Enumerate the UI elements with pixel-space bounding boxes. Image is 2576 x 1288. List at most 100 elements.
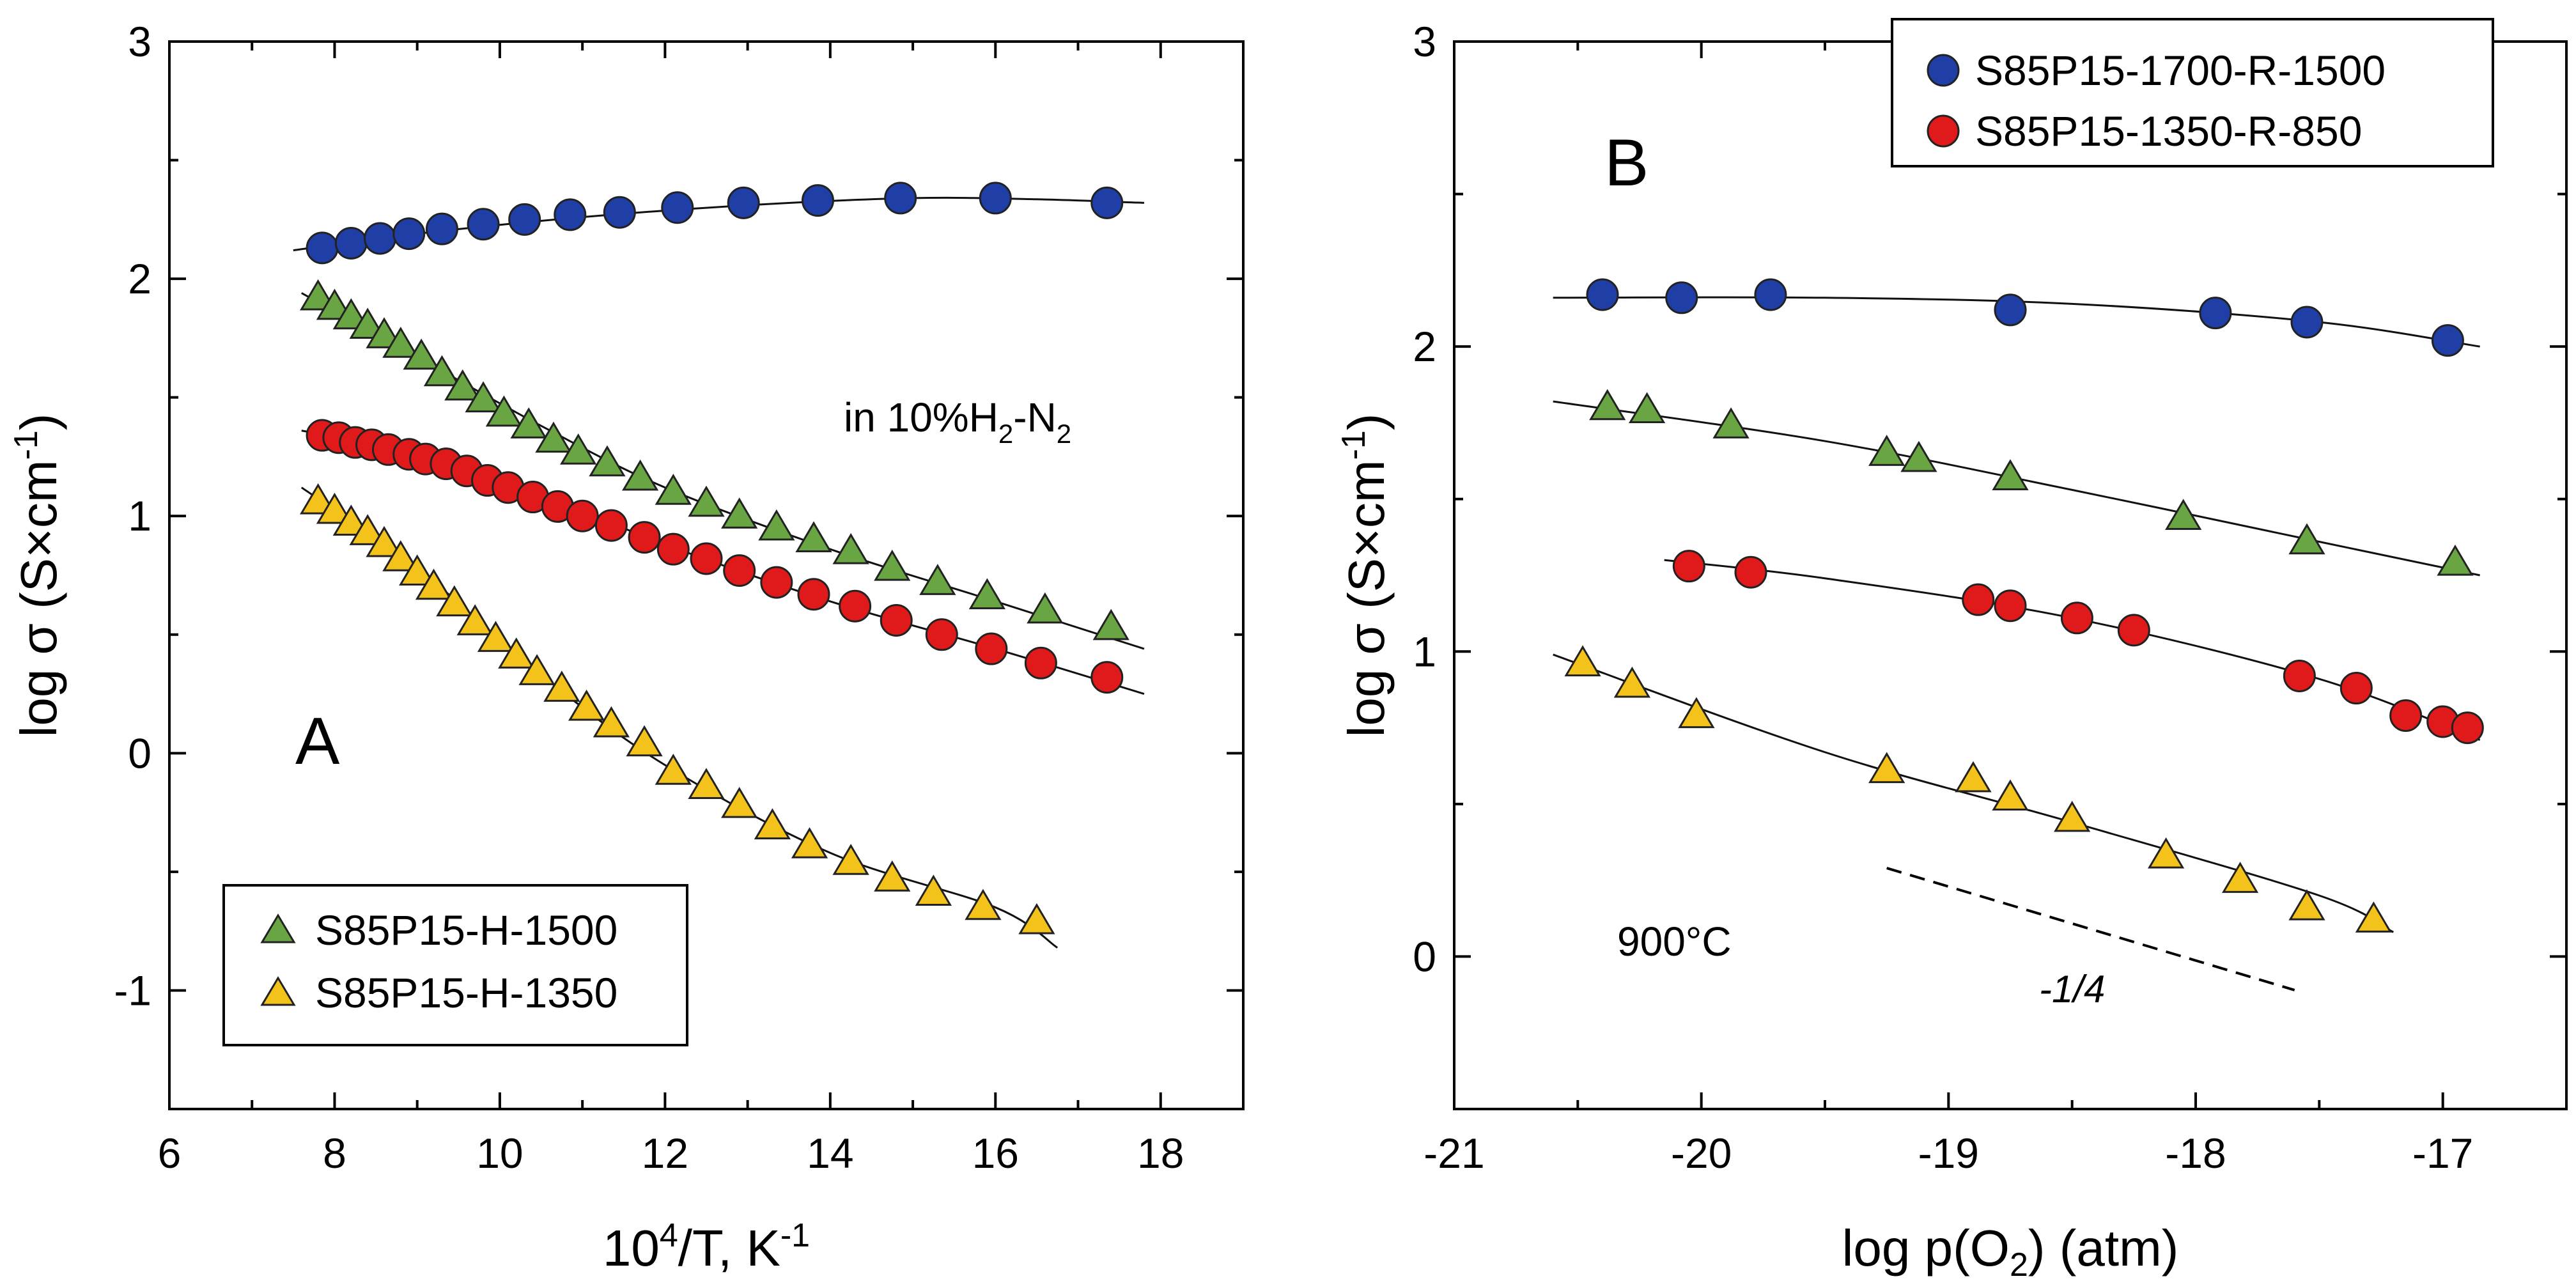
data-point-s85p15-h-1350: [436, 585, 473, 617]
panel-b-temperature-annotation: 900°C: [1617, 919, 1732, 965]
data-point-s85p15-h-1500: [316, 288, 353, 320]
data-point-s85p15-h-1500: [589, 445, 626, 477]
panel-b-legend-box: [1891, 18, 2494, 167]
x-tick-label: -18: [2165, 1129, 2226, 1177]
data-point-s85p15-h-1500: [332, 298, 369, 330]
data-point-s85p15-h-1350: [349, 514, 386, 545]
y-tick-label: 2: [128, 255, 151, 302]
data-point-s85p15-h-1500: [510, 407, 547, 438]
data-point-s85p15-h-1350: [832, 844, 869, 875]
data-point-s85p15-h-1500: [366, 317, 403, 348]
data-point-s85p15-h-1350: [543, 671, 580, 702]
data-point-s85p15-h-1350: [754, 808, 791, 840]
data-point-s85p15-h-1500: [758, 509, 795, 541]
data-point-s85p15-h-1350: [316, 492, 353, 524]
data-point-s85p15-h-1350: [299, 483, 337, 515]
data-point-s85p15-h-1500: [299, 279, 337, 311]
data-point-s85p15-h-1350: [2147, 837, 2185, 869]
data-point-s85p15-h-1350: [593, 706, 630, 738]
panel-a-legend-box: [222, 884, 688, 1046]
data-point-s85p15-h-1350: [382, 540, 419, 571]
data-point-s85p15-h-1350: [2054, 800, 2091, 832]
data-point-s85p15-h-1500: [919, 564, 956, 595]
data-point-s85p15-h-1350: [568, 689, 605, 721]
y-tick-label: 3: [1413, 18, 1436, 65]
x-tick-label: 6: [158, 1129, 182, 1177]
data-point-s85p15-h-1500: [721, 497, 758, 529]
data-point-s85p15-h-1500: [2165, 499, 2202, 531]
panel-a-x-axis-title: 104/T, K-1: [603, 1217, 810, 1276]
data-point-s85p15-1700-r-1500: [334, 226, 368, 260]
y-tick-label: 0: [1413, 933, 1436, 980]
panel-b-slope-reference-line: [1886, 867, 2295, 991]
data-point-s85p15-1350-r-850: [797, 578, 830, 611]
data-point-s85p15-h-1350: [2355, 901, 2393, 933]
data-point-s85p15-1350-r-850: [975, 632, 1008, 665]
data-point-s85p15-1700-r-1500: [1994, 293, 2027, 327]
data-point-s85p15-h-1350: [626, 725, 663, 757]
legend-marker-1700-r-1500: [1927, 54, 1960, 87]
data-point-s85p15-1350-r-850: [1962, 583, 1995, 616]
data-point-s85p15-1700-r-1500: [2199, 297, 2232, 330]
panel-a-atmosphere-annotation: in 10%H2-N2: [844, 394, 1071, 449]
data-point-s85p15-h-1500: [832, 532, 869, 564]
data-point-s85p15-h-1500: [2288, 523, 2325, 555]
data-point-s85p15-h-1500: [444, 369, 481, 401]
x-tick-label: -20: [1671, 1129, 1732, 1177]
data-point-s85p15-1350-r-850: [723, 554, 756, 587]
data-point-s85p15-1350-r-850: [2060, 601, 2093, 635]
data-point-s85p15-1700-r-1500: [508, 203, 541, 236]
data-point-s85p15-h-1500: [874, 549, 911, 581]
data-point-s85p15-1350-r-850: [656, 532, 690, 566]
data-point-s85p15-h-1500: [655, 474, 692, 505]
panel-a-letter: A: [295, 704, 340, 779]
data-point-s85p15-h-1500: [403, 338, 440, 370]
data-point-s85p15-h-1350: [1955, 761, 1992, 793]
panel-a-legend: S85P15-H-1500 S85P15-H-1350: [222, 884, 688, 1046]
legend-label-h1500: S85P15-H-1500: [315, 906, 617, 954]
x-tick-label: -17: [2412, 1129, 2473, 1177]
x-tick-label: -19: [1918, 1129, 1979, 1177]
x-tick-label: 10: [476, 1129, 523, 1177]
data-point-s85p15-h-1500: [535, 421, 572, 453]
data-point-s85p15-h-1500: [485, 395, 523, 427]
legend-label-1700-r-1500: S85P15-1700-R-1500: [1975, 47, 2386, 94]
legend-marker-1350-r-850: [1927, 114, 1960, 148]
data-point-s85p15-h-1500: [1027, 592, 1064, 624]
data-point-s85p15-h-1350: [1018, 903, 1055, 935]
x-tick-label: 14: [807, 1129, 853, 1177]
data-point-s85p15-h-1500: [1092, 609, 1129, 640]
data-point-s85p15-h-1350: [1613, 666, 1651, 698]
data-point-s85p15-h-1350: [655, 754, 692, 785]
y-tick-label: 1: [1413, 628, 1436, 675]
data-point-s85p15-1350-r-850: [2117, 614, 2150, 647]
data-point-s85p15-1350-r-850: [1672, 550, 1705, 583]
data-point-s85p15-h-1350: [1564, 645, 1601, 677]
data-point-s85p15-1350-r-850: [925, 618, 958, 651]
data-point-s85p15-1350-r-850: [2283, 659, 2316, 692]
y-tick-label: 2: [1413, 323, 1436, 370]
panel-b-data-markers: [1564, 278, 2484, 933]
data-point-s85p15-h-1350: [688, 768, 725, 799]
data-point-s85p15-h-1350: [791, 827, 828, 858]
y-tick-label: -1: [114, 966, 151, 1014]
panel-b-letter: B: [1604, 126, 1649, 200]
data-point-s85p15-1350-r-850: [2389, 699, 2423, 732]
data-point-s85p15-h-1350: [915, 874, 952, 906]
x-tick-label: 12: [642, 1129, 688, 1177]
data-point-s85p15-h-1350: [1868, 752, 1905, 784]
data-point-s85p15-1350-r-850: [1734, 555, 1767, 589]
data-point-s85p15-1350-r-850: [839, 589, 872, 623]
data-point-s85p15-1350-r-850: [594, 509, 628, 542]
data-point-s85p15-1700-r-1500: [1754, 278, 1787, 311]
panel-a-y-axis-title: log σ (S×cm-1): [8, 414, 67, 738]
data-point-s85p15-1700-r-1500: [2431, 324, 2464, 357]
data-point-s85p15-h-1350: [498, 637, 535, 669]
data-point-s85p15-1350-r-850: [1994, 589, 2027, 623]
data-point-s85p15-1700-r-1500: [1665, 281, 1698, 314]
panel-a-data-markers: [299, 182, 1129, 935]
data-point-s85p15-h-1500: [688, 485, 725, 517]
